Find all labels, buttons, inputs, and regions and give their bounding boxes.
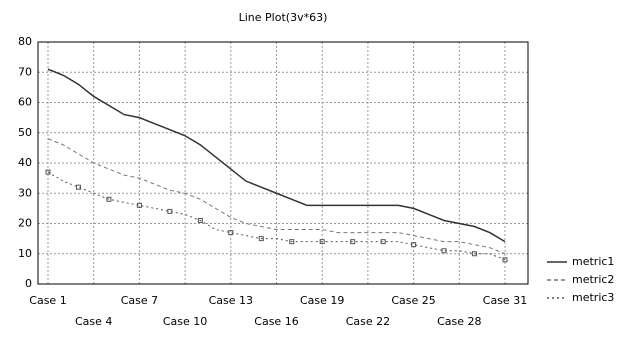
- x-tick-label: Case 13: [209, 294, 253, 307]
- x-tick-label: Case 7: [121, 294, 158, 307]
- x-tick-label: Case 4: [75, 315, 112, 328]
- y-tick-label: 0: [25, 277, 32, 290]
- marker: [136, 202, 142, 208]
- marker: [289, 239, 295, 245]
- x-tick-label: Case 1: [29, 294, 66, 307]
- y-tick-label: 60: [18, 96, 32, 109]
- x-tick-label: Case 25: [391, 294, 435, 307]
- series-line: [47, 138, 506, 255]
- marker: [258, 236, 264, 242]
- marker: [167, 208, 173, 214]
- x-tick-label: Case 28: [437, 315, 481, 328]
- x-tick-label: Case 10: [163, 315, 207, 328]
- x-tick-label: Case 16: [254, 315, 298, 328]
- marker: [106, 196, 112, 202]
- y-tick-label: 80: [18, 35, 32, 48]
- y-tick-label: 30: [18, 186, 32, 199]
- legend-label: metric1: [572, 255, 614, 268]
- x-tick-label: Case 22: [346, 315, 390, 328]
- marker: [197, 217, 203, 223]
- y-tick-label: 40: [18, 156, 32, 169]
- y-tick-label: 10: [18, 247, 32, 260]
- marker: [472, 251, 478, 257]
- marker: [502, 257, 508, 263]
- legend-label: metric3: [572, 291, 614, 304]
- marker: [75, 184, 81, 190]
- legend-label: metric2: [572, 273, 614, 286]
- marker: [319, 239, 325, 245]
- x-tick-label: Case 31: [483, 294, 527, 307]
- marker: [45, 169, 51, 175]
- marker: [380, 239, 386, 245]
- x-tick-label: Case 19: [300, 294, 344, 307]
- y-tick-label: 70: [18, 65, 32, 78]
- marker: [411, 242, 417, 248]
- marker: [350, 239, 356, 245]
- y-tick-label: 50: [18, 126, 32, 139]
- plot-frame: [37, 41, 529, 285]
- series-line: [47, 171, 506, 261]
- marker: [228, 230, 234, 236]
- series-line: [47, 68, 506, 243]
- chart-title: Line Plot(3v*63): [239, 11, 328, 24]
- marker: [441, 248, 447, 254]
- y-tick-label: 20: [18, 217, 32, 230]
